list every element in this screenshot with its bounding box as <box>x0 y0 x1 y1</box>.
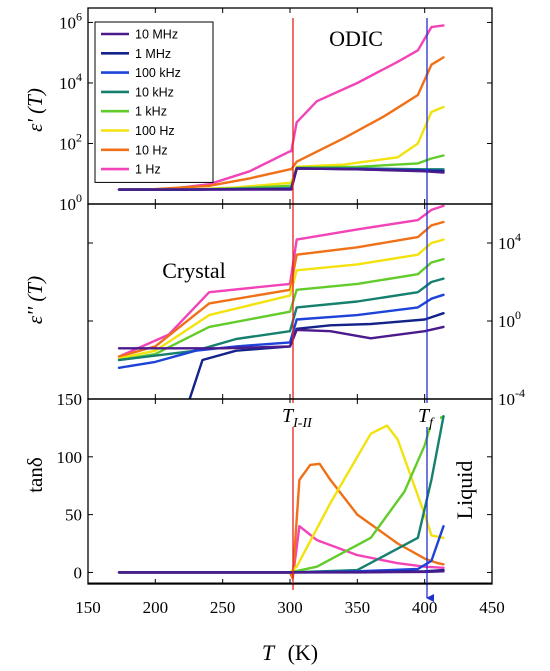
xlabel-symbol: T <box>262 640 276 665</box>
ytick-label: 104 <box>59 70 82 93</box>
xtick-label: 200 <box>143 598 169 617</box>
ytick-label: 104 <box>498 230 521 253</box>
series-line-10-mhz <box>117 570 445 574</box>
xlabel-unit: (K) <box>288 640 319 665</box>
transition-label-bg-blue <box>416 403 440 427</box>
ylabel-permittivity-imag: ε'' (T) <box>23 276 47 324</box>
ytick-label: 100 <box>498 308 521 331</box>
series-line-10-mhz <box>117 325 445 350</box>
transition-label-red-sub: I-II <box>292 416 313 431</box>
xtick-label: 150 <box>75 598 101 617</box>
panel-permittivity-real-series <box>117 24 445 191</box>
series-line-10-mhz <box>117 167 445 191</box>
ytick-label: 102 <box>59 130 82 153</box>
xlabel: T (K) <box>262 640 318 665</box>
ytick-label: 100 <box>59 191 82 214</box>
legend-label: 100 Hz <box>135 124 175 138</box>
region-label-liquid: Liquid <box>452 461 477 520</box>
series-line-10-hz <box>117 462 445 580</box>
panel-frame-middle <box>87 203 493 400</box>
legend-label: 1 MHz <box>135 47 171 61</box>
legend-label: 10 MHz <box>135 28 178 42</box>
xtick-label: 300 <box>277 598 303 617</box>
transition-label-blue: Tf <box>418 405 435 431</box>
transition-label-red-main: T <box>282 405 295 427</box>
legend: 10 MHz 1 MHz 100 kHz 10 kHz 1 kHz 100 Hz 10 Hz… <box>94 21 214 183</box>
ytick-label: 106 <box>59 9 82 32</box>
series-line-10-hz <box>117 56 445 191</box>
panel-tan-delta-series <box>117 415 445 580</box>
legend-label: 1 kHz <box>135 105 167 119</box>
region-label-crystal: Crystal <box>162 258 226 283</box>
series-line-1-hz <box>117 24 445 191</box>
xtick-label: 350 <box>345 598 371 617</box>
series-line-10-hz <box>117 220 445 358</box>
ylabel-permittivity-real: ε' (T) <box>23 88 47 132</box>
panel-permittivity-imag-series <box>117 204 445 399</box>
legend-label: 100 kHz <box>135 66 181 80</box>
legend-label: 10 kHz <box>135 85 174 99</box>
legend-box <box>94 21 214 183</box>
series-line-10-khz <box>117 415 445 574</box>
transition-label-red: TI-II <box>282 405 313 431</box>
ytick-label: 150 <box>57 390 83 409</box>
series-line-1-mhz <box>188 312 445 399</box>
ytick-label: 10-4 <box>498 386 525 409</box>
ytick-label: 0 <box>74 563 83 582</box>
legend-label: 10 Hz <box>135 143 168 157</box>
ylabel-tan-delta: tanδ <box>23 457 47 493</box>
xtick-label: 400 <box>412 598 438 617</box>
ytick-label: 50 <box>65 506 82 525</box>
transition-label-bg-red <box>279 403 319 427</box>
axes-layer: 100 102 104 106 10-4 100 104 0 50 100 150 150 200 250… <box>57 8 525 617</box>
region-label-odic: ODIC <box>329 26 383 51</box>
transition-label-blue-sub: f <box>429 416 435 431</box>
ytick-label: 100 <box>57 448 83 467</box>
xtick-label: 450 <box>479 598 505 617</box>
xtick-label: 250 <box>210 598 236 617</box>
transition-labels: TI-II Tf <box>279 403 440 431</box>
legend-label: 1 Hz <box>135 163 161 177</box>
transition-label-blue-main: T <box>418 405 431 427</box>
